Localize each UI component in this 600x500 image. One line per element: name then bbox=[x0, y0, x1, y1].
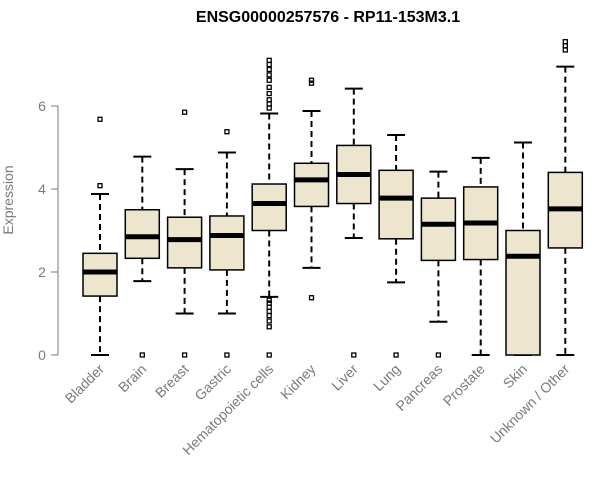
x-tick-label: Brain bbox=[115, 361, 149, 395]
outlier-point bbox=[351, 352, 357, 358]
outlier-point bbox=[266, 97, 272, 103]
box-brain bbox=[124, 155, 161, 358]
x-tick-label: Unknown / Other bbox=[487, 361, 573, 447]
outlier-point bbox=[266, 61, 272, 68]
outlier-point bbox=[266, 72, 272, 78]
outlier-point bbox=[266, 352, 272, 358]
outlier-point bbox=[266, 324, 272, 330]
box-rect bbox=[82, 252, 118, 297]
outlier-point bbox=[266, 77, 272, 83]
outlier-point bbox=[308, 80, 315, 86]
outlier-point bbox=[266, 66, 272, 73]
box-bladder bbox=[82, 116, 118, 356]
outlier-point bbox=[266, 312, 272, 319]
box-rect bbox=[378, 169, 414, 240]
x-tick-label: Breast bbox=[152, 361, 192, 401]
outlier-point bbox=[562, 47, 568, 53]
box-breast bbox=[166, 109, 203, 358]
outlier-point bbox=[266, 318, 272, 324]
box-lung bbox=[378, 134, 414, 358]
outlier-point bbox=[393, 352, 399, 358]
outlier-point bbox=[97, 183, 103, 189]
box-skin bbox=[505, 141, 541, 356]
box-rect bbox=[166, 216, 203, 269]
x-tick-label: Pancreas bbox=[392, 361, 445, 414]
box-rect bbox=[293, 162, 330, 208]
y-tick-label: 4 bbox=[38, 181, 46, 197]
outlier-point bbox=[308, 77, 315, 83]
box-rect bbox=[209, 215, 245, 271]
x-tick-label: Bladder bbox=[62, 361, 108, 407]
outlier-point bbox=[181, 352, 188, 358]
chart-title: ENSG00000257576 - RP11-153M3.1 bbox=[196, 9, 460, 26]
box-rect bbox=[251, 183, 287, 232]
y-tick-label: 6 bbox=[38, 98, 46, 114]
outlier-point bbox=[266, 84, 272, 90]
outlier-point bbox=[308, 295, 315, 301]
box-pancreas bbox=[420, 170, 457, 358]
outlier-point bbox=[139, 352, 145, 358]
box-kidney bbox=[293, 77, 330, 301]
outlier-point bbox=[266, 90, 272, 97]
y-axis-title: Expression bbox=[0, 165, 16, 234]
box-gastric bbox=[209, 129, 245, 358]
outlier-point bbox=[224, 352, 230, 358]
x-tick-label: Skin bbox=[500, 361, 531, 392]
box-rect bbox=[124, 209, 161, 260]
box-prostate bbox=[462, 156, 499, 356]
y-tick-label: 0 bbox=[38, 347, 46, 363]
box-rect bbox=[420, 197, 457, 262]
outlier-point bbox=[562, 43, 568, 49]
outlier-point bbox=[266, 57, 272, 63]
outlier-point bbox=[266, 105, 272, 111]
boxes-group bbox=[82, 39, 584, 358]
outlier-point bbox=[435, 352, 442, 358]
box-hematopoietic-cells bbox=[251, 57, 287, 358]
outlier-point bbox=[266, 297, 272, 303]
outlier-point bbox=[266, 300, 272, 306]
outlier-point bbox=[181, 109, 188, 115]
x-tick-label: Liver bbox=[328, 361, 361, 394]
outlier-point bbox=[224, 129, 230, 135]
outlier-point bbox=[266, 308, 272, 315]
outlier-point bbox=[266, 101, 272, 107]
x-tick-label: Prostate bbox=[440, 361, 488, 409]
box-rect bbox=[505, 229, 541, 356]
y-axis: 0 2 4 6 bbox=[38, 98, 59, 363]
y-tick-label: 2 bbox=[38, 264, 46, 280]
x-tick-label: Kidney bbox=[277, 361, 319, 403]
box-liver bbox=[336, 87, 372, 358]
x-tick-label: Lung bbox=[370, 361, 403, 394]
outlier-point bbox=[266, 304, 272, 310]
outlier-point bbox=[97, 116, 103, 122]
outlier-point bbox=[562, 39, 568, 45]
box-unknown-other bbox=[547, 39, 584, 356]
